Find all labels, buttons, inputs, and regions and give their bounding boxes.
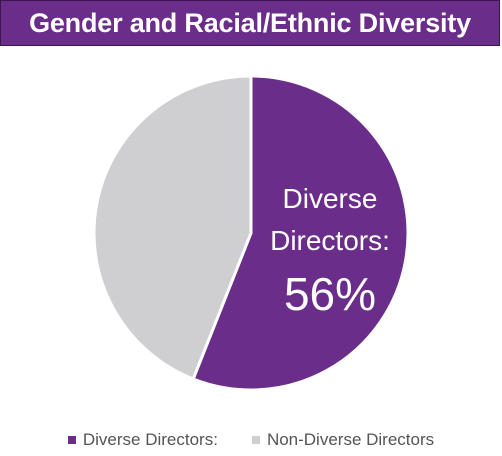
slice-label-line1: Diverse: [283, 183, 378, 214]
slice-label-value: 56%: [284, 268, 376, 320]
legend-label-non-diverse: Non-Diverse Directors: [266, 430, 435, 449]
legend-label-diverse: Diverse Directors:: [82, 430, 218, 449]
legend-swatch-non-diverse: [251, 436, 260, 444]
legend-item-diverse: Diverse Directors:: [67, 430, 218, 450]
legend-swatch-diverse: [67, 436, 76, 444]
slice-label-line2: Directors:: [270, 225, 390, 256]
pie-slice-non-diverse: [92, 74, 253, 381]
legend-item-non-diverse: Non-Diverse Directors: [251, 430, 435, 450]
legend: Diverse Directors: Non-Diverse Directors: [0, 428, 502, 452]
chart-title-bar: Gender and Racial/Ethnic Diversity: [0, 0, 500, 46]
pie-slice-diverse: [191, 74, 410, 392]
chart-title: Gender and Racial/Ethnic Diversity: [29, 7, 471, 38]
